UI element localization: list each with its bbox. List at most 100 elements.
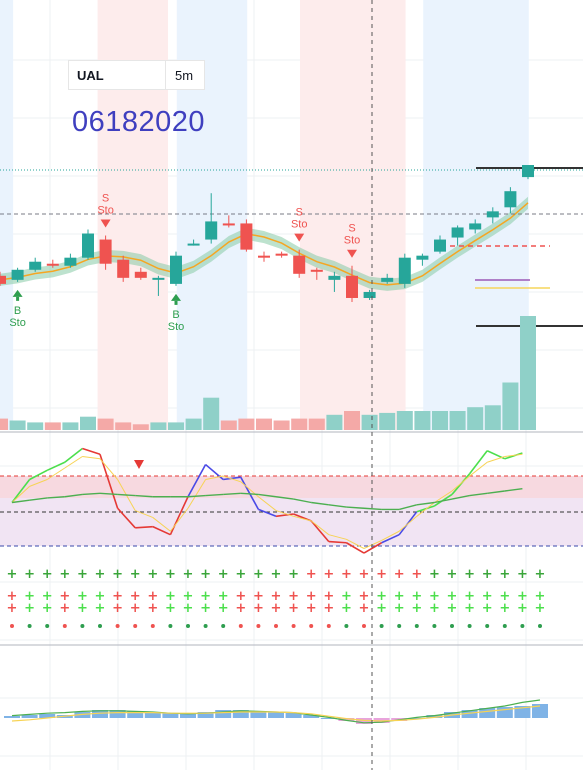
signal-label: B bbox=[14, 305, 21, 317]
stoch-d-line bbox=[487, 456, 505, 463]
stoch-d-line bbox=[152, 517, 171, 532]
signal-cross: + bbox=[429, 601, 440, 616]
signal-cross: + bbox=[112, 589, 123, 604]
signal-dot bbox=[379, 624, 384, 628]
stoch-d-line bbox=[29, 479, 48, 487]
momentum-bar bbox=[21, 715, 38, 718]
volume-bar bbox=[344, 411, 360, 430]
signal-cross: + bbox=[165, 589, 176, 604]
ticker-box[interactable]: UAL 5m bbox=[68, 60, 205, 90]
signal-cross: + bbox=[535, 567, 546, 582]
stoch-signal-line bbox=[504, 488, 523, 492]
stoch-signal-line bbox=[205, 493, 224, 497]
signal-cross: + bbox=[341, 601, 352, 616]
signal-cross: + bbox=[323, 589, 334, 604]
signal-cross: + bbox=[394, 567, 405, 582]
momentum-bar bbox=[338, 718, 355, 721]
signal-cross: + bbox=[499, 589, 510, 604]
signal-dot bbox=[10, 624, 14, 628]
signal-cross: + bbox=[95, 601, 106, 616]
signal-cross: + bbox=[447, 567, 458, 582]
signal-cross: + bbox=[517, 589, 528, 604]
signal-cross: + bbox=[42, 601, 53, 616]
stoch-signal-line bbox=[434, 498, 453, 504]
stoch-signal-line bbox=[82, 492, 101, 496]
signal-cross: + bbox=[147, 589, 158, 604]
signal-dot bbox=[502, 624, 507, 628]
stoch-d-line bbox=[275, 510, 294, 517]
candle bbox=[398, 257, 411, 284]
signal-cross: + bbox=[499, 601, 510, 616]
stoch-marker bbox=[134, 460, 144, 469]
momentum-bar bbox=[514, 706, 531, 718]
stoch-d-line bbox=[328, 534, 347, 540]
signal-cross: + bbox=[359, 601, 370, 616]
signal-cross: + bbox=[394, 589, 405, 604]
signal-cross: + bbox=[288, 601, 299, 616]
stoch-k-line bbox=[135, 525, 153, 529]
volume-bar bbox=[27, 422, 44, 430]
stoch-d-line bbox=[310, 520, 330, 536]
signal-cross: + bbox=[200, 567, 211, 582]
signal-cross: + bbox=[429, 589, 440, 604]
volume-bar bbox=[150, 422, 167, 430]
signal-label: Sto bbox=[97, 205, 114, 217]
momentum-bar bbox=[461, 710, 478, 718]
signal-cross: + bbox=[24, 567, 35, 582]
candle bbox=[187, 243, 200, 246]
volume-bar bbox=[168, 422, 184, 430]
stoch-d-line bbox=[469, 461, 488, 477]
candle bbox=[205, 221, 218, 240]
signal-cross: + bbox=[517, 567, 528, 582]
volume-bar bbox=[291, 418, 308, 430]
stoch-k-line bbox=[275, 513, 294, 518]
candle bbox=[64, 257, 77, 266]
signal-cross: + bbox=[59, 567, 70, 582]
stoch-k-line bbox=[187, 464, 207, 498]
stoch-k-line bbox=[169, 496, 189, 536]
stoch-k-line bbox=[328, 540, 347, 544]
signal-label: Sto bbox=[344, 235, 361, 247]
stoch-d-line bbox=[99, 458, 118, 480]
volume-bar bbox=[361, 414, 378, 430]
signal-cross: + bbox=[359, 589, 370, 604]
volume-bar bbox=[467, 407, 484, 430]
signal-dot bbox=[98, 624, 102, 628]
signal-cross: + bbox=[95, 567, 106, 582]
volume-bar bbox=[97, 418, 114, 430]
signal-dot bbox=[45, 624, 50, 628]
signal-cross: + bbox=[183, 567, 194, 582]
ticker-symbol: UAL bbox=[77, 68, 104, 83]
stoch-d-line bbox=[135, 510, 153, 518]
signal-dot bbox=[80, 624, 85, 628]
signal-cross: + bbox=[42, 589, 53, 604]
signal-cross: + bbox=[411, 567, 422, 582]
signal-cross: + bbox=[359, 567, 370, 582]
stoch-signal-line bbox=[47, 496, 65, 499]
signal-cross: + bbox=[130, 567, 141, 582]
signal-cross: + bbox=[464, 567, 475, 582]
signal-cross: + bbox=[482, 601, 493, 616]
volume-bar bbox=[379, 412, 396, 430]
stoch-signal-line bbox=[363, 507, 382, 511]
signal-dot bbox=[362, 624, 366, 628]
stoch-d-line bbox=[416, 502, 435, 517]
volume-bar bbox=[308, 418, 325, 430]
signal-cross: + bbox=[411, 601, 422, 616]
stoch-k-line bbox=[258, 508, 277, 518]
signal-cross: + bbox=[482, 589, 493, 604]
candle bbox=[486, 211, 499, 218]
volume-bar bbox=[9, 420, 26, 430]
candle bbox=[0, 275, 6, 284]
volume-bar bbox=[449, 411, 466, 430]
signal-cross: + bbox=[464, 589, 475, 604]
stoch-k-line bbox=[29, 469, 48, 481]
sell-arrow bbox=[294, 233, 305, 242]
signal-cross: + bbox=[235, 601, 246, 616]
signal-cross: + bbox=[77, 601, 88, 616]
timeframe-label[interactable]: 5m bbox=[175, 68, 194, 83]
signal-cross: + bbox=[288, 589, 299, 604]
volume-bar bbox=[484, 405, 501, 430]
signal-cross: + bbox=[218, 567, 229, 582]
